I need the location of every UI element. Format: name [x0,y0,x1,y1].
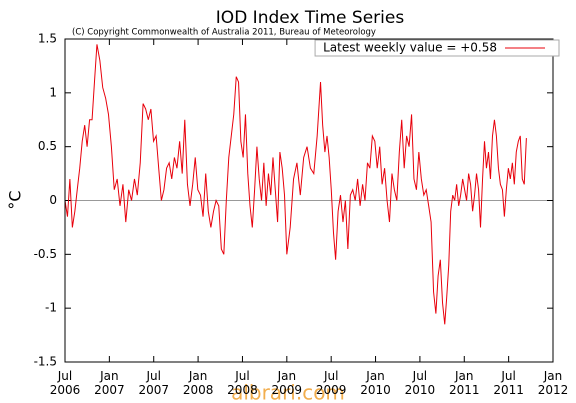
x-tick-label: Jul 2008 [227,369,258,397]
chart-subtitle: (C) Copyright Commonwealth of Australia … [72,28,376,38]
y-tick-label: -1.5 [34,355,57,369]
x-tick-label: Jan 2007 [94,369,125,397]
y-tick-label: 1 [49,85,57,99]
x-tick-label: Jan 2008 [183,369,214,397]
y-axis-label: °C [6,190,25,209]
legend-box [314,39,560,57]
x-tick-label: Jan 2011 [449,369,480,397]
x-tick-label: Jan 2012 [538,369,569,397]
y-tick-label: -0.5 [34,247,57,261]
x-tick-label: Jan 2009 [272,369,303,397]
legend-label: Latest weekly value = +0.58 [323,41,497,55]
y-tick-label: 0.5 [38,139,57,153]
x-tick-label: Jul 2010 [405,369,436,397]
x-tick-label: Jul 2009 [316,369,347,397]
y-tick-label: 1.5 [38,32,57,46]
x-tick-label: Jan 2010 [360,369,391,397]
plot-frame [64,38,554,363]
y-tick-label: 0 [49,193,57,207]
data-line [64,44,527,325]
x-tick-label: Jul 2006 [50,369,81,397]
chart-title: IOD Index Time Series [216,8,405,28]
x-tick-label: Jul 2011 [493,369,524,397]
x-tick-label: Jul 2007 [138,369,169,397]
y-tick-label: -1 [45,301,57,315]
watermark: albrari.com [231,381,345,403]
